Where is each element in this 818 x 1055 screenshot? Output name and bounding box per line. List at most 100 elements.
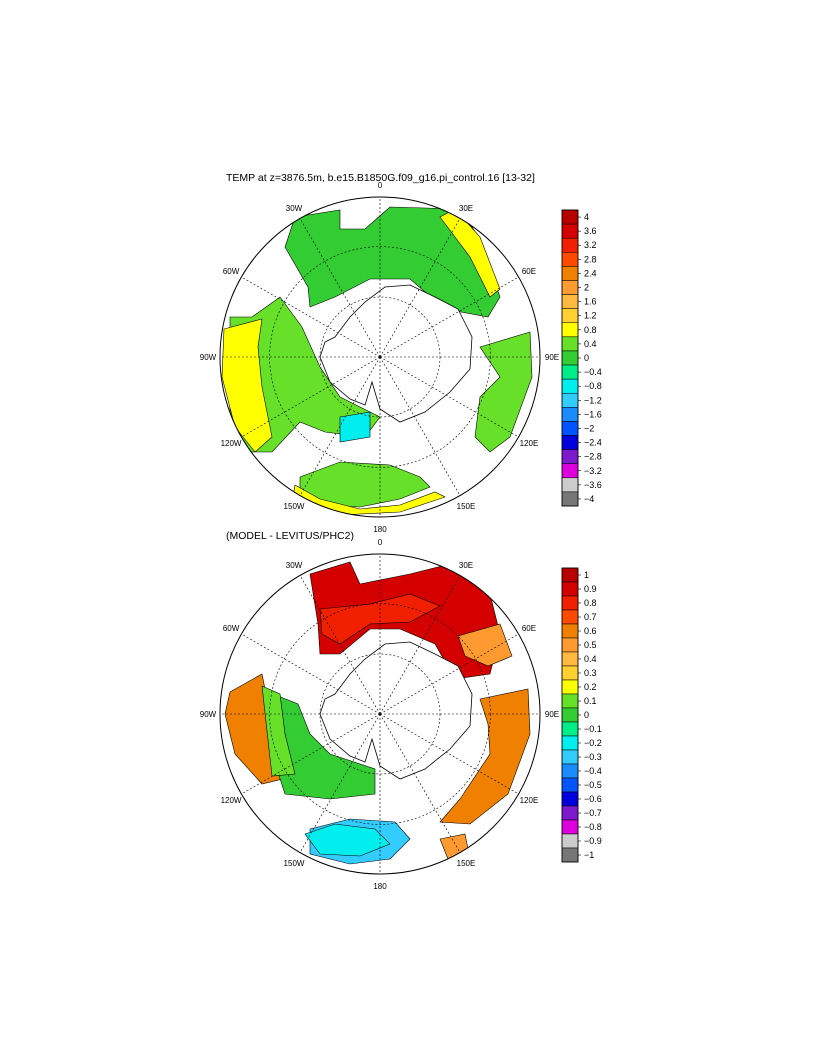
colorbar-label: 0.4: [584, 339, 597, 349]
colorbar-swatch: [561, 252, 579, 267]
colorbar-label: −1: [584, 850, 594, 860]
colorbar-swatch: [561, 308, 579, 324]
field-patch: [319, 593, 441, 645]
colorbar-swatch: [561, 735, 579, 751]
meridian-line: [379, 575, 461, 715]
colorbar-swatch: [561, 322, 579, 338]
colorbar-swatch: [561, 421, 579, 436]
colorbar-swatch: [561, 378, 579, 394]
field-shading: [224, 561, 531, 865]
longitude-label: 90E: [545, 710, 559, 719]
colorbar-label: 0.1: [584, 696, 597, 706]
longitude-label: 120E: [520, 439, 539, 448]
field-patch: [474, 331, 533, 453]
longitude-label: 150E: [457, 502, 476, 511]
colorbar-swatch: [561, 623, 579, 639]
colorbar-swatch: [561, 223, 579, 239]
colorbar-label: 0.4: [584, 654, 597, 664]
colorbar-label: −0.2: [584, 738, 602, 748]
meridian-line: [241, 713, 381, 795]
longitude-label: 60W: [223, 624, 240, 633]
antarctica-outline: [319, 284, 473, 423]
longitude-label: 30E: [459, 204, 473, 213]
meridian-line: [241, 633, 381, 715]
colorbar-swatch: [561, 651, 579, 667]
colorbar-swatch: [561, 491, 579, 507]
field-patch: [339, 411, 371, 443]
colorbar-swatch: [561, 350, 579, 366]
colorbar-label: 1: [584, 570, 589, 580]
colorbar-swatch: [561, 749, 579, 765]
colorbar-label: 2.8: [584, 254, 597, 264]
colorbar-label: −0.6: [584, 794, 602, 804]
colorbar-label: −0.3: [584, 752, 602, 762]
longitude-label: 90W: [200, 353, 217, 362]
colorbar-label: 0: [584, 353, 589, 363]
colorbar-label: 0.6: [584, 626, 597, 636]
colorbar-swatch: [561, 791, 579, 807]
colorbar-label: 0.8: [584, 598, 597, 608]
colorbar-swatch: [561, 581, 579, 597]
longitude-label: 120W: [221, 796, 242, 805]
longitude-label: 120E: [520, 796, 539, 805]
antarctica-outline: [319, 641, 473, 780]
longitude-label: 150W: [284, 859, 305, 868]
colorbar-label: −0.7: [584, 808, 602, 818]
colorbar-swatch: [561, 777, 579, 793]
colorbar-swatch: [561, 237, 579, 253]
longitude-label: 60W: [223, 267, 240, 276]
colorbar-label: −0.5: [584, 780, 602, 790]
colorbar-label: 0.3: [584, 668, 597, 678]
colorbar-label: 3.6: [584, 226, 597, 236]
longitude-label: 90E: [545, 353, 559, 362]
colorbar-swatch: [561, 637, 579, 653]
colorbar-label: −0.9: [584, 836, 602, 846]
colorbar-label: 4: [584, 212, 589, 222]
colorbar-swatch: [561, 407, 579, 422]
colorbar-swatch: [561, 477, 579, 493]
field-patch: [304, 823, 391, 857]
colorbar-label: −3.2: [584, 466, 602, 476]
colorbar-label: −4: [584, 494, 594, 504]
colorbar-label: −0.8: [584, 822, 602, 832]
meridian-line: [299, 218, 381, 358]
meridian-line: [299, 575, 381, 715]
colorbar-label: 1.2: [584, 311, 597, 321]
field-patch: [439, 688, 531, 825]
colorbar-label: 0: [584, 710, 589, 720]
colorbar-label: −0.4: [584, 367, 602, 377]
colorbar-label: 0.9: [584, 584, 597, 594]
polar-map-panel-1: 0 30E 60E 90E 120E 150E 180 150W 120W 90W 60W 30W 4 3…: [200, 181, 602, 534]
colorbar-swatch: [561, 693, 579, 709]
longitude-label: 30W: [286, 561, 303, 570]
colorbar-label: 1.6: [584, 297, 597, 307]
colorbar-swatch: [561, 567, 579, 583]
map-boundary: [219, 196, 541, 518]
meridian-line: [299, 356, 381, 496]
colorbar-label: −2.4: [584, 438, 602, 448]
colorbar-swatch: [561, 805, 579, 821]
colorbar-swatch: [561, 665, 579, 681]
meridian-line: [379, 713, 519, 795]
colorbar-swatch: [561, 336, 579, 352]
colorbar-label: −2: [584, 423, 594, 433]
colorbar-label: −0.8: [584, 381, 602, 391]
colorbar-label: 0.2: [584, 682, 597, 692]
field-patch: [221, 318, 273, 453]
colorbar-label: −0.4: [584, 766, 602, 776]
colorbar-swatch: [561, 847, 579, 863]
field-patch: [261, 685, 296, 777]
longitude-label: 60E: [522, 267, 536, 276]
colorbar-label: 0.5: [584, 640, 597, 650]
colorbar-swatch: [561, 364, 579, 380]
longitude-label: 0: [378, 538, 383, 547]
colorbar-label: 2.4: [584, 268, 597, 278]
meridian-line: [379, 633, 519, 715]
field-patch: [457, 623, 513, 667]
longitude-label: 180: [373, 525, 387, 534]
latitude-line: [269, 246, 491, 468]
longitude-label: 0: [378, 181, 383, 190]
colorbar: 1 0.9 0.8 0.7 0.6 0.5 0.4 0.3 0.2 0.1 0 −0.1 −0.2 −0.…: [561, 567, 602, 863]
panel-1-title: TEMP at z=3876.5m, b.e15.B1850G.f09_g16.…: [226, 172, 535, 184]
meridian-line: [379, 218, 461, 358]
